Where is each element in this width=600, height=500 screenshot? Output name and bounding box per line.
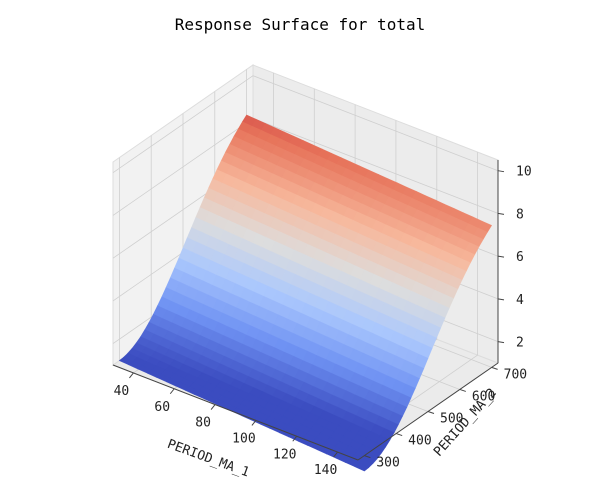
x-tick-label: 100 xyxy=(232,431,255,446)
y-tick-mark xyxy=(364,455,371,459)
z-tick-mark xyxy=(497,212,505,215)
response-surface xyxy=(118,114,493,472)
x-tick-mark xyxy=(292,435,298,442)
y-tick-mark xyxy=(491,366,498,370)
y-tick-label: 300 xyxy=(376,456,399,471)
x-tick-label: 40 xyxy=(114,384,130,399)
x-tick-mark xyxy=(129,372,134,379)
z-tick-mark xyxy=(497,170,505,173)
x-tick-mark xyxy=(169,388,175,395)
x-tick-label: 80 xyxy=(195,416,211,431)
z-tick-mark xyxy=(497,255,505,258)
y-tick-label: 700 xyxy=(504,367,527,382)
grid-line-z xyxy=(112,75,499,174)
x-tick-mark xyxy=(333,451,338,458)
x-tick-mark xyxy=(251,420,257,426)
x-tick-mark xyxy=(210,404,216,410)
x-tick-label: 140 xyxy=(314,463,337,478)
tick-labels: 40 60 80 100 120 140 300 400 500 600 700 2 4 6 8 10 xyxy=(114,165,532,478)
y-tick-mark xyxy=(427,411,435,414)
x-tick-label: 120 xyxy=(273,447,296,462)
y-tick-label: 600 xyxy=(472,389,495,404)
z-tick-mark xyxy=(497,341,505,344)
z-tick-label: 10 xyxy=(516,165,532,180)
chart-title: Response Surface for total xyxy=(175,15,425,34)
y-tick-mark xyxy=(459,388,466,392)
z-tick-label: 2 xyxy=(516,336,524,351)
x-axis-line xyxy=(112,364,359,461)
y-tick-label: 400 xyxy=(408,434,431,449)
surface-facet xyxy=(354,463,370,472)
z-tick-label: 8 xyxy=(516,207,524,222)
y-tick-label: 500 xyxy=(440,412,463,427)
z-tick-label: 6 xyxy=(516,250,524,265)
x-tick-label: 60 xyxy=(154,400,170,415)
z-tick-mark xyxy=(497,298,505,301)
y-tick-mark xyxy=(396,433,403,437)
z-tick-label: 4 xyxy=(516,293,524,308)
